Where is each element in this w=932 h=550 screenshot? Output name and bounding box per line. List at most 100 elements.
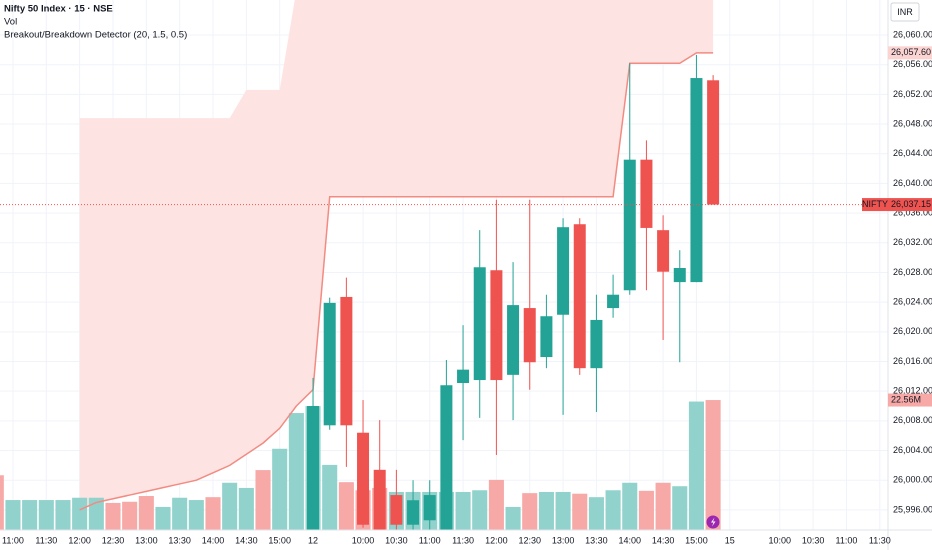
y-tick-label: 26,036.00 (893, 207, 932, 217)
x-tick-label: 15:00 (268, 535, 291, 545)
plot (0, 0, 888, 536)
volume-bar (688, 401, 704, 530)
candle-body (540, 316, 553, 358)
price-label-box (888, 198, 932, 212)
x-tick-label: 13:00 (135, 535, 158, 545)
candle-body (507, 305, 520, 375)
y-tick-label: 26,012.00 (893, 386, 932, 396)
volume-bar (255, 470, 271, 530)
volume-bar (155, 506, 171, 530)
y-tick-label: 26,020.00 (893, 326, 932, 336)
candle-body (557, 227, 570, 315)
price-label-box (888, 46, 932, 60)
candle-body (490, 270, 503, 381)
candle-body (707, 80, 720, 205)
volume-bar (238, 487, 254, 530)
x-tick-label: 12:30 (518, 535, 541, 545)
volume-bar (505, 506, 521, 530)
volume-bar (288, 413, 304, 530)
candle-body (423, 495, 436, 521)
band-area (79, 0, 714, 510)
time-axis (0, 530, 888, 550)
volume-bar (38, 500, 54, 530)
y-tick-label: 26,040.00 (893, 178, 932, 188)
volume-bar (22, 500, 38, 530)
currency[interactable]: INR (897, 7, 913, 17)
price-label: 22.56M (891, 394, 921, 404)
currency-box[interactable] (890, 2, 920, 22)
price-axis (888, 0, 932, 550)
candle-body (607, 294, 620, 309)
volume-bar (538, 491, 554, 530)
volume-bar (172, 497, 188, 530)
y-tick-label: 26,044.00 (893, 148, 932, 158)
x-tick-label: 14:00 (618, 535, 641, 545)
volume-bar (205, 497, 221, 530)
volume-bar (322, 464, 338, 530)
price-label-name: NIFTY (862, 199, 888, 209)
indicator-label: Vol (4, 17, 17, 28)
y-tick-label: 26,028.00 (893, 267, 932, 277)
volume-bar (222, 482, 238, 530)
y-tick-label: 26,060.00 (893, 29, 932, 39)
volume-bar (522, 493, 538, 530)
candle-body (390, 495, 403, 525)
x-tick-label: 13:30 (168, 535, 191, 545)
candle-body (323, 302, 336, 426)
x-tick-label: 11:00 (2, 535, 24, 545)
x-tick-label: 10:30 (802, 535, 825, 545)
candle-body (590, 319, 603, 369)
candle-body (657, 230, 670, 272)
x-tick-label: 11:30 (869, 535, 891, 545)
volume-bar (672, 486, 688, 530)
candle-body (373, 469, 386, 530)
candle-body (673, 268, 686, 283)
volume-bar (638, 490, 654, 530)
volume-bar (138, 496, 154, 530)
volume-bar (188, 500, 204, 530)
volume-bar (338, 482, 354, 530)
volume-bar (0, 475, 4, 530)
price-label-name-box (862, 198, 888, 212)
x-tick-label: 12 (308, 535, 318, 545)
price-label: 26,057.60 (891, 47, 931, 57)
chart-title: Nifty 50 Index · 15 · NSE (4, 4, 113, 15)
candle-body (623, 159, 636, 291)
x-tick-label: 14:30 (235, 535, 258, 545)
volume-bar (572, 493, 588, 530)
volume-bar (555, 491, 571, 530)
candle-body (473, 267, 486, 381)
volume-bar (455, 491, 471, 530)
x-tick-label: 11:00 (419, 535, 441, 545)
volume-bar (588, 497, 604, 530)
x-tick-label: 11:00 (836, 535, 858, 545)
x-tick-label: 12:00 (68, 535, 91, 545)
candle-body (307, 406, 320, 530)
x-tick-label: 12:30 (102, 535, 125, 545)
candle-body (640, 159, 653, 228)
y-tick-label: 25,996.00 (893, 504, 932, 514)
volume-bar (5, 500, 21, 530)
x-tick-label: 10:00 (769, 535, 792, 545)
y-tick-label: 26,056.00 (893, 59, 932, 69)
volume-bar (105, 502, 121, 530)
volume-bar (55, 500, 71, 530)
price-label-box (888, 393, 932, 407)
event-icon-glyph (711, 517, 716, 527)
y-tick-label: 26,008.00 (893, 415, 932, 425)
candle-body (440, 385, 453, 530)
volume-bar (472, 490, 488, 530)
volume-bar (72, 497, 88, 530)
candle-body (573, 224, 586, 369)
y-tick-label: 26,024.00 (893, 297, 932, 307)
candle-body (357, 432, 370, 525)
x-tick-label: 13:00 (552, 535, 575, 545)
volume-bar (605, 490, 621, 530)
volume-bar (122, 501, 138, 530)
volume-bar (88, 497, 104, 530)
volume-bar (272, 448, 288, 530)
x-tick-label: 15 (725, 535, 735, 545)
y-tick-label: 26,048.00 (893, 118, 932, 128)
